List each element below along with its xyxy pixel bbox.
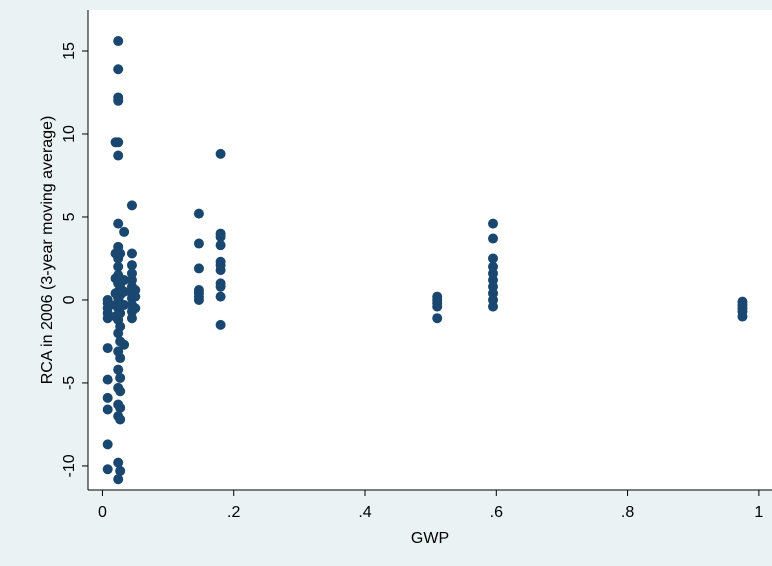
point: [102, 439, 113, 450]
point: [119, 275, 130, 286]
point: [737, 311, 748, 322]
plot-area: [88, 10, 772, 490]
point: [113, 364, 124, 375]
point: [113, 95, 124, 106]
point: [115, 386, 126, 397]
point: [102, 313, 113, 324]
point: [432, 301, 443, 312]
point: [102, 404, 113, 415]
point: [215, 240, 226, 251]
point: [102, 343, 113, 354]
point: [215, 231, 226, 242]
point: [115, 372, 126, 383]
x-tick-label: 0: [98, 504, 107, 521]
point: [193, 208, 204, 219]
point: [126, 313, 137, 324]
point: [119, 286, 130, 297]
point: [488, 253, 499, 264]
y-tick-label: -5: [61, 376, 78, 390]
point: [102, 374, 113, 385]
y-axis-title: RCA in 2006 (3-year moving average): [39, 116, 56, 385]
point: [119, 299, 130, 310]
point: [113, 36, 124, 47]
point: [215, 319, 226, 330]
x-axis-title: GWP: [411, 530, 449, 547]
point: [113, 474, 124, 485]
point: [113, 218, 124, 229]
point: [215, 291, 226, 302]
point: [130, 303, 141, 314]
point: [113, 457, 124, 468]
point: [215, 265, 226, 276]
x-tick-label: .2: [227, 504, 240, 521]
point: [115, 465, 126, 476]
point: [113, 150, 124, 161]
point: [115, 402, 126, 413]
point: [113, 64, 124, 75]
point: [193, 294, 204, 305]
x-tick-label: .4: [358, 504, 371, 521]
point: [215, 281, 226, 292]
x-tick-label: .6: [490, 504, 503, 521]
point: [432, 313, 443, 324]
point: [119, 226, 130, 237]
point: [488, 218, 499, 229]
point: [193, 238, 204, 249]
point: [115, 248, 126, 259]
point: [113, 261, 124, 272]
point: [130, 291, 141, 302]
point: [102, 464, 113, 475]
point: [488, 301, 499, 312]
point: [119, 339, 130, 350]
point: [126, 260, 137, 271]
point: [215, 148, 226, 159]
point: [115, 321, 126, 332]
point: [115, 308, 126, 319]
point: [115, 353, 126, 364]
x-tick-label: .8: [621, 504, 634, 521]
y-tick-label: 15: [61, 42, 78, 60]
point: [126, 248, 137, 259]
point: [113, 137, 124, 148]
y-tick-label: -10: [61, 454, 78, 477]
y-tick-label: 5: [61, 212, 78, 221]
point: [193, 263, 204, 274]
point: [102, 392, 113, 403]
x-tick-label: 1: [754, 504, 763, 521]
point: [115, 414, 126, 425]
y-tick-label: 0: [61, 295, 78, 304]
point: [126, 200, 137, 211]
point: [488, 233, 499, 244]
y-tick-label: 10: [61, 125, 78, 143]
